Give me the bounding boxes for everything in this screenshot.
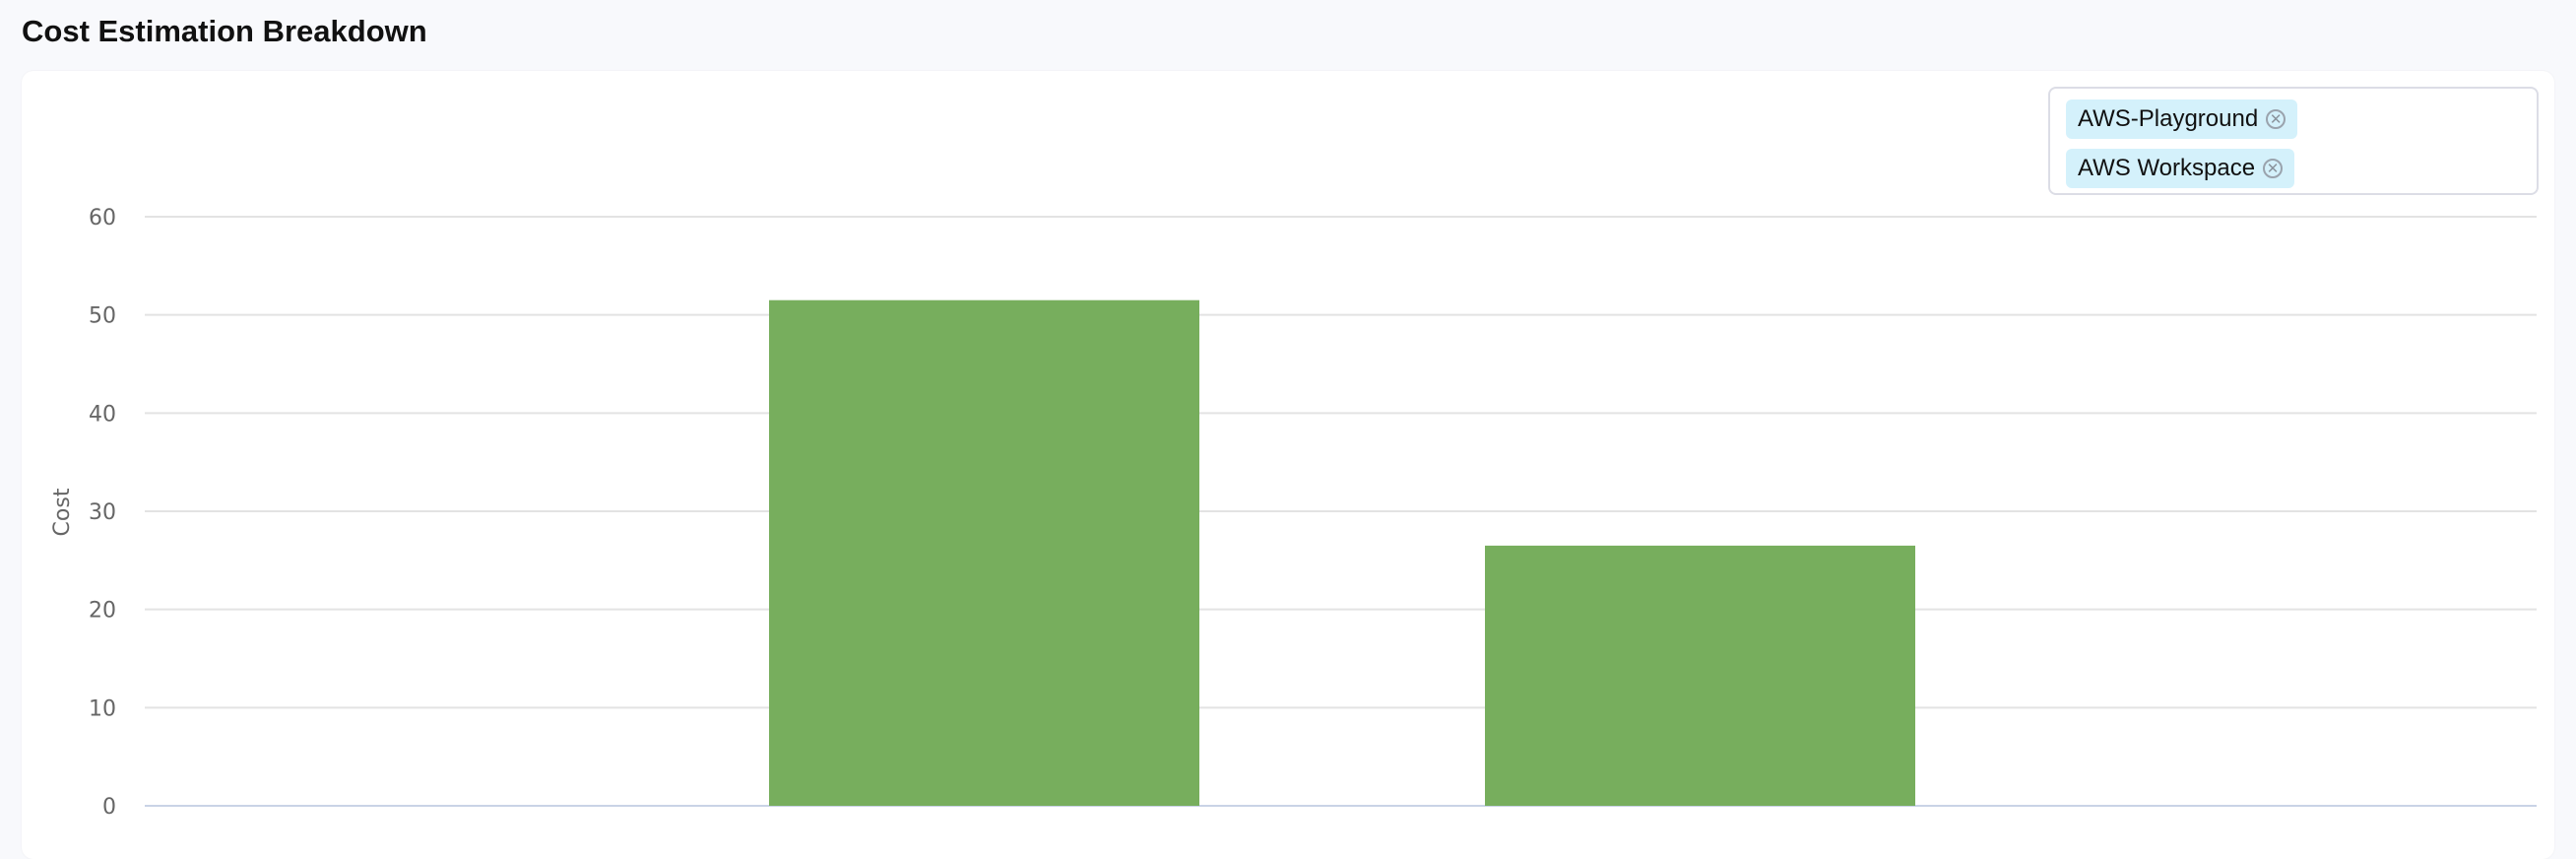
- y-axis-label: Cost: [50, 488, 75, 536]
- bar-chart: 0 10 20 30 40 50 60 Cost: [50, 206, 2537, 820]
- filter-chip-aws-workspace: AWS Workspace ✕: [2066, 149, 2295, 188]
- chart-card: [22, 71, 2554, 859]
- bar: [1485, 545, 1915, 806]
- y-tick-label: 60: [89, 206, 116, 231]
- account-filter[interactable]: AWS-Playground ✕ AWS Workspace ✕: [2048, 87, 2539, 195]
- y-tick-label: 30: [89, 500, 116, 525]
- bar: [769, 299, 1199, 806]
- chip-label: AWS-Playground: [2078, 105, 2259, 132]
- y-tick-label: 0: [102, 795, 116, 820]
- page-title: Cost Estimation Breakdown: [22, 14, 427, 48]
- filter-chip-aws-playground: AWS-Playground ✕: [2066, 99, 2298, 139]
- y-tick-label: 20: [89, 599, 116, 624]
- chip-label: AWS Workspace: [2078, 155, 2256, 181]
- y-tick-label: 50: [89, 304, 116, 329]
- y-tick-label: 40: [89, 402, 116, 427]
- close-circle-icon[interactable]: ✕: [2263, 159, 2284, 178]
- y-tick-label: 10: [89, 696, 116, 721]
- close-circle-icon[interactable]: ✕: [2266, 109, 2286, 129]
